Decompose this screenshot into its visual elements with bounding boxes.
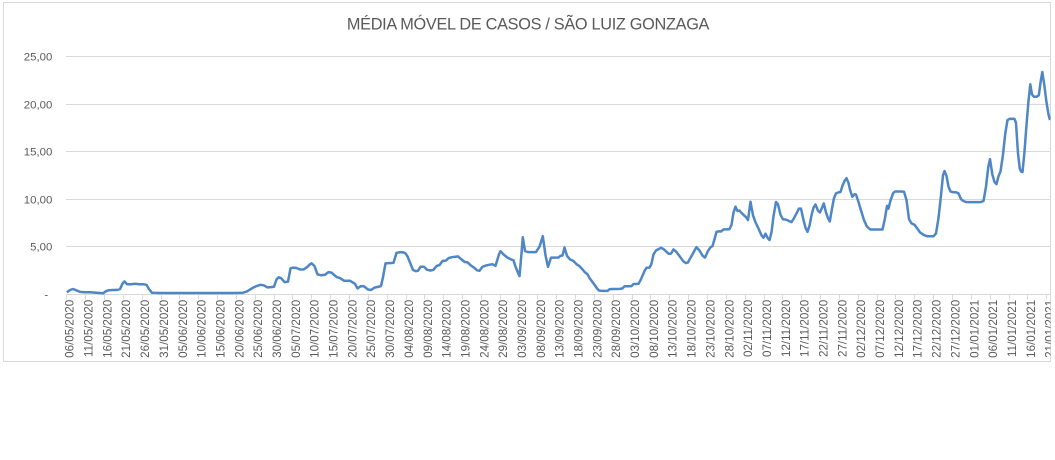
svg-text:25/06/2020: 25/06/2020 bbox=[252, 300, 265, 358]
svg-text:16/01/2021: 16/01/2021 bbox=[1025, 300, 1038, 358]
svg-text:06/01/2021: 06/01/2021 bbox=[987, 300, 1000, 358]
svg-text:17/12/2020: 17/12/2020 bbox=[912, 300, 925, 358]
svg-text:09/08/2020: 09/08/2020 bbox=[422, 300, 435, 358]
svg-text:13/10/2020: 13/10/2020 bbox=[667, 300, 680, 358]
svg-text:04/08/2020: 04/08/2020 bbox=[403, 300, 416, 358]
svg-text:31/05/2020: 31/05/2020 bbox=[158, 300, 171, 358]
svg-text:10,00: 10,00 bbox=[24, 195, 53, 207]
svg-text:21/05/2020: 21/05/2020 bbox=[120, 300, 133, 358]
svg-text:15/07/2020: 15/07/2020 bbox=[328, 300, 341, 358]
svg-text:16/05/2020: 16/05/2020 bbox=[101, 300, 114, 358]
svg-text:MÉDIA MÓVEL DE CASOS / SÃO LUI: MÉDIA MÓVEL DE CASOS / SÃO LUIZ GONZAGA bbox=[347, 14, 710, 34]
svg-text:25,00: 25,00 bbox=[24, 52, 53, 64]
svg-text:08/09/2020: 08/09/2020 bbox=[535, 300, 548, 358]
svg-text:15,00: 15,00 bbox=[24, 147, 53, 159]
svg-text:07/12/2020: 07/12/2020 bbox=[874, 300, 887, 358]
svg-text:23/09/2020: 23/09/2020 bbox=[591, 300, 604, 358]
svg-text:12/12/2020: 12/12/2020 bbox=[893, 300, 906, 358]
svg-text:05/06/2020: 05/06/2020 bbox=[177, 300, 190, 358]
svg-text:11/05/2020: 11/05/2020 bbox=[83, 300, 96, 357]
svg-text:30/07/2020: 30/07/2020 bbox=[384, 300, 397, 358]
svg-text:13/09/2020: 13/09/2020 bbox=[554, 300, 567, 358]
svg-text:24/08/2020: 24/08/2020 bbox=[478, 300, 491, 358]
svg-text:10/06/2020: 10/06/2020 bbox=[196, 300, 209, 358]
svg-text:06/05/2020: 06/05/2020 bbox=[64, 300, 77, 358]
svg-text:18/09/2020: 18/09/2020 bbox=[573, 300, 586, 358]
svg-text:02/11/2020: 02/11/2020 bbox=[742, 300, 755, 357]
svg-text:29/08/2020: 29/08/2020 bbox=[497, 300, 510, 358]
svg-text:30/06/2020: 30/06/2020 bbox=[271, 300, 284, 358]
svg-text:19/08/2020: 19/08/2020 bbox=[459, 300, 472, 358]
svg-text:21/01/2021: 21/01/2021 bbox=[1044, 300, 1055, 358]
svg-text:17/11/2020: 17/11/2020 bbox=[799, 300, 812, 357]
svg-text:20/07/2020: 20/07/2020 bbox=[346, 300, 359, 358]
svg-text:26/05/2020: 26/05/2020 bbox=[139, 300, 152, 358]
svg-text:05/07/2020: 05/07/2020 bbox=[290, 300, 303, 358]
svg-text:18/10/2020: 18/10/2020 bbox=[686, 300, 699, 358]
svg-text:20,00: 20,00 bbox=[24, 100, 53, 112]
svg-text:27/12/2020: 27/12/2020 bbox=[949, 300, 962, 358]
svg-text:11/01/2021: 11/01/2021 bbox=[1006, 300, 1019, 357]
svg-text:23/10/2020: 23/10/2020 bbox=[704, 300, 717, 358]
svg-text:27/11/2020: 27/11/2020 bbox=[836, 300, 849, 357]
svg-text:-: - bbox=[44, 290, 48, 302]
svg-text:01/01/2021: 01/01/2021 bbox=[968, 300, 981, 358]
svg-text:25/07/2020: 25/07/2020 bbox=[365, 300, 378, 358]
svg-text:28/09/2020: 28/09/2020 bbox=[610, 300, 623, 358]
svg-text:5,00: 5,00 bbox=[30, 242, 52, 254]
svg-text:12/11/2020: 12/11/2020 bbox=[780, 300, 793, 357]
svg-text:28/10/2020: 28/10/2020 bbox=[723, 300, 736, 358]
svg-text:10/07/2020: 10/07/2020 bbox=[309, 300, 322, 358]
svg-text:02/12/2020: 02/12/2020 bbox=[855, 300, 868, 358]
svg-text:07/11/2020: 07/11/2020 bbox=[761, 300, 774, 357]
svg-text:15/06/2020: 15/06/2020 bbox=[215, 300, 228, 358]
svg-text:22/11/2020: 22/11/2020 bbox=[818, 300, 831, 357]
svg-text:22/12/2020: 22/12/2020 bbox=[931, 300, 944, 358]
svg-text:03/10/2020: 03/10/2020 bbox=[629, 300, 642, 358]
svg-text:14/08/2020: 14/08/2020 bbox=[441, 300, 454, 358]
svg-text:03/09/2020: 03/09/2020 bbox=[516, 300, 529, 358]
svg-text:08/10/2020: 08/10/2020 bbox=[648, 300, 661, 358]
svg-text:20/06/2020: 20/06/2020 bbox=[233, 300, 246, 358]
